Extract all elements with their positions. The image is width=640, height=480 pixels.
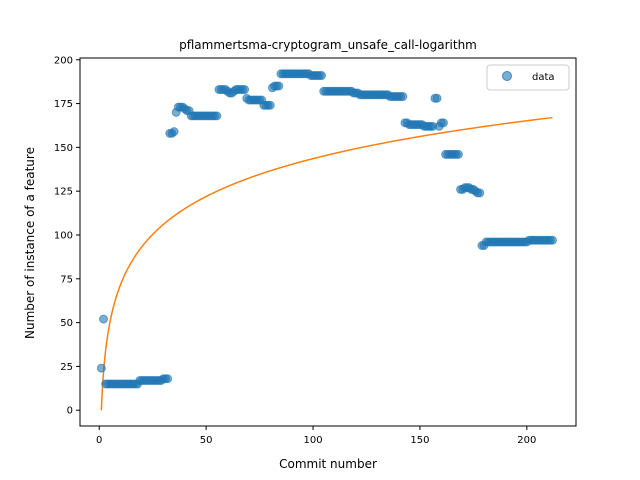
y-tick-label: 125: [54, 187, 73, 198]
data-point: [432, 93, 442, 103]
fit-curve: [100, 116, 553, 411]
data-point: [212, 111, 222, 121]
chart-title: pflammertsma-cryptogram_unsafe_call-loga…: [179, 38, 477, 52]
scatter-points-layer: [96, 69, 557, 389]
y-tick-label: 200: [54, 55, 73, 66]
legend-box: [486, 64, 570, 91]
x-tick-label: 0: [96, 435, 102, 446]
data-point: [169, 127, 179, 137]
x-tick-label: 50: [200, 435, 213, 446]
data-point: [547, 235, 557, 245]
x-tick-label: 150: [410, 435, 429, 446]
data-point: [163, 374, 173, 384]
data-point: [317, 71, 327, 81]
data-point: [398, 92, 408, 102]
plot-area: [79, 57, 577, 427]
y-tick-label: 100: [54, 230, 73, 241]
legend: data: [486, 64, 570, 91]
data-point: [274, 81, 284, 91]
data-point: [265, 100, 275, 110]
ticks-layer: 0 50 100 150 200 0 25 50 75 100 125 150 175 200: [54, 55, 536, 446]
y-tick-label: 150: [54, 143, 73, 154]
data-point: [240, 85, 250, 95]
y-tick-label: 50: [60, 318, 73, 329]
legend-label-data: data: [532, 72, 555, 83]
plot-frame: [79, 57, 577, 427]
fit-curve-layer: [100, 116, 553, 411]
x-tick-label: 100: [303, 435, 322, 446]
y-tick-label: 25: [60, 362, 73, 373]
y-tick-label: 175: [54, 99, 73, 110]
data-point: [453, 149, 463, 159]
y-tick-label: 75: [60, 274, 73, 285]
data-point: [438, 118, 448, 128]
y-tick-label: 0: [67, 406, 73, 417]
data-point: [96, 363, 106, 373]
y-axis-label: Number of instance of a feature: [23, 147, 37, 339]
x-tick-label: 200: [517, 435, 536, 446]
data-point: [475, 188, 485, 198]
data-point: [99, 314, 109, 324]
x-axis-label: Commit number: [279, 457, 377, 471]
legend-marker: [502, 71, 512, 81]
